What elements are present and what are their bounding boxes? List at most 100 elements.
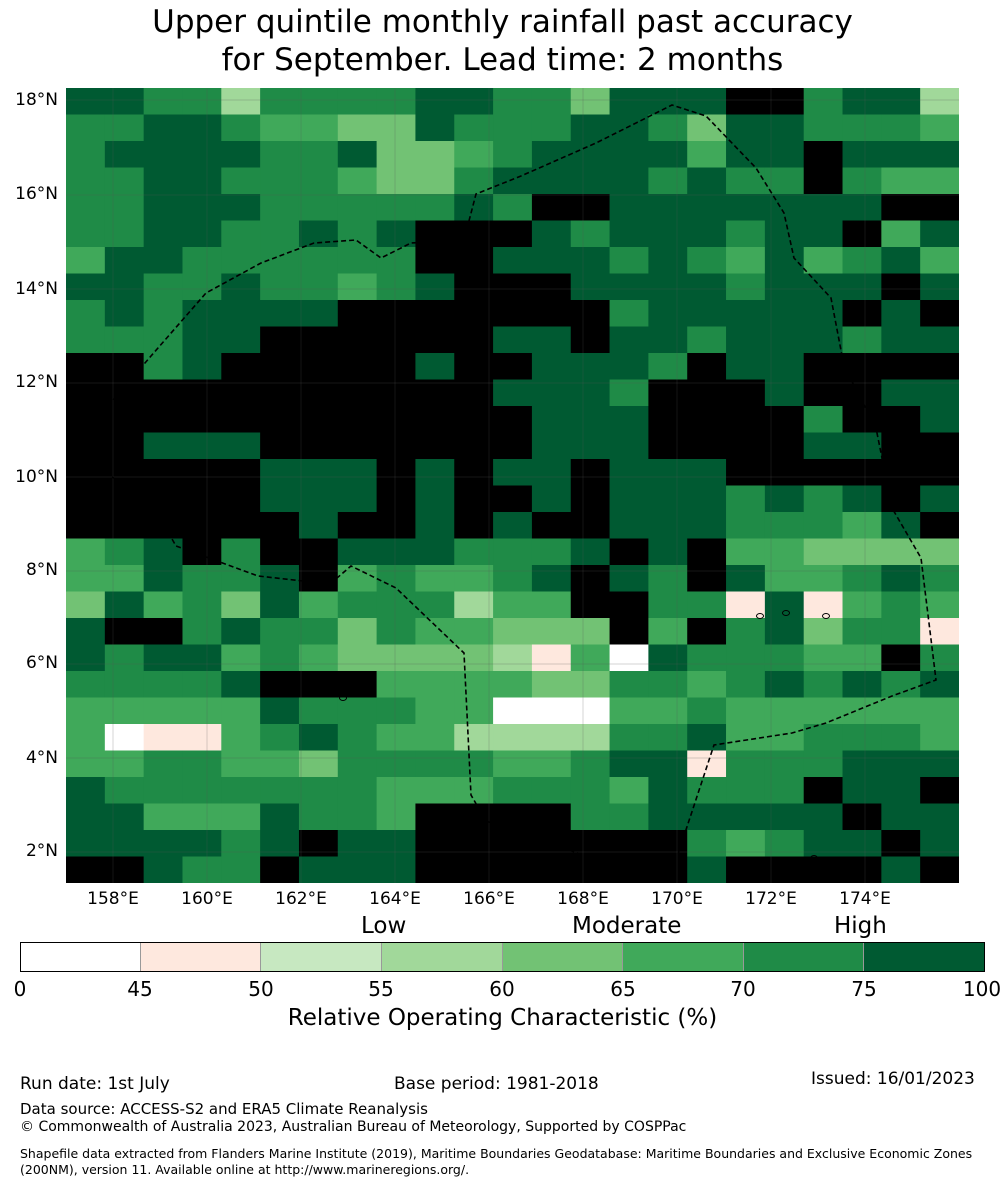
map-grid-cell — [842, 432, 882, 460]
map-grid-cell — [66, 512, 106, 540]
map-grid-cell — [764, 618, 805, 646]
map-grid-cell — [609, 697, 649, 725]
colorbar — [20, 942, 985, 972]
colorbar-segment — [381, 942, 503, 972]
map-grid-cell — [298, 167, 339, 195]
map-grid-cell — [415, 485, 455, 513]
map-grid-cell — [726, 167, 766, 195]
map-grid-cell — [454, 432, 494, 460]
map-grid-cell — [66, 194, 106, 222]
map-grid-cell — [260, 777, 300, 805]
lon-tick-label: 166°E — [463, 889, 515, 909]
map-grid-cell — [920, 379, 959, 407]
map-grid-cell — [493, 326, 533, 354]
map-grid-cell — [493, 432, 533, 460]
map-grid-cell — [66, 803, 106, 831]
map-grid-cell — [376, 326, 417, 354]
map-grid-cell — [570, 326, 611, 354]
map-grid-cell — [842, 194, 882, 222]
map-grid-cell — [531, 379, 572, 407]
map-grid-cell — [376, 379, 417, 407]
map-grid-cell — [221, 141, 261, 169]
map-grid-cell — [260, 697, 300, 725]
map-grid-cell — [687, 220, 727, 248]
map-grid-cell — [920, 538, 959, 566]
map-grid-cell — [298, 141, 339, 169]
map-grid-cell — [298, 856, 339, 883]
colorbar-tick-label: 55 — [368, 977, 394, 1001]
map-grid-cell — [376, 247, 417, 275]
map-grid-cell — [415, 856, 455, 883]
map-grid-cell — [221, 300, 261, 328]
map-grid-cell — [337, 803, 378, 831]
map-grid-cell — [570, 432, 611, 460]
map-grid-cell — [609, 777, 649, 805]
map-grid-cell — [687, 618, 727, 646]
map-grid-cell — [648, 88, 688, 116]
map-grid-cell — [570, 379, 611, 407]
map-grid-cell — [920, 671, 959, 699]
map-grid-cell — [531, 300, 572, 328]
map-grid-cell — [803, 220, 844, 248]
map-grid-cell — [842, 591, 882, 619]
map-grid-cell — [454, 671, 494, 699]
colorbar-segment — [502, 942, 624, 972]
map-grid-cell — [726, 273, 766, 301]
map-grid-cell — [415, 618, 455, 646]
map-grid-cell — [687, 538, 727, 566]
map-grid-cell — [764, 194, 805, 222]
map-grid-cell — [337, 830, 378, 858]
map-grid-cell — [66, 141, 106, 169]
map-grid-cell — [337, 750, 378, 778]
map-grid-cell — [337, 644, 378, 672]
map-grid-cell — [570, 671, 611, 699]
map-grid-cell — [881, 194, 921, 222]
map-grid-cell — [764, 644, 805, 672]
map-grid-cell — [298, 538, 339, 566]
map-grid-cell — [531, 273, 572, 301]
map-grid-cell — [726, 114, 766, 142]
island-outline — [822, 613, 830, 619]
map-grid-cell — [182, 459, 222, 487]
map-grid-cell — [609, 830, 649, 858]
map-grid-cell — [337, 326, 378, 354]
map-grid-cell — [803, 353, 844, 381]
map-grid-cell — [803, 856, 844, 883]
map-grid-cell — [337, 194, 378, 222]
map-grid-cell — [764, 432, 805, 460]
map-grid-cell — [415, 591, 455, 619]
map-grid-cell — [570, 724, 611, 752]
map-grid-cell — [570, 697, 611, 725]
map-grid-cell — [570, 777, 611, 805]
map-grid-cell — [764, 565, 805, 593]
map-grid-cell — [531, 591, 572, 619]
map-grid-cell — [881, 88, 921, 116]
map-grid-cell — [66, 379, 106, 407]
map-grid-cell — [803, 88, 844, 116]
map-grid-cell — [182, 671, 222, 699]
map-grid-cell — [221, 353, 261, 381]
map-grid-cell — [920, 724, 959, 752]
map-grid-cell — [609, 379, 649, 407]
map-grid-cell — [609, 512, 649, 540]
map-grid-cell — [66, 406, 106, 434]
map-grid-cell — [842, 777, 882, 805]
map-grid-cell — [143, 300, 184, 328]
lat-tick-label: 12°N — [15, 372, 58, 392]
map-grid-cell — [726, 247, 766, 275]
map-grid-cell — [687, 194, 727, 222]
map-grid-cell — [260, 538, 300, 566]
map-grid-cell — [570, 220, 611, 248]
map-grid-cell — [298, 644, 339, 672]
map-grid-cell — [687, 671, 727, 699]
colorbar-segment — [864, 942, 985, 972]
map-grid-cell — [570, 750, 611, 778]
lon-tick-label: 172°E — [745, 889, 797, 909]
map-grid-cell — [454, 406, 494, 434]
map-grid-cell — [920, 167, 959, 195]
map-grid-cell — [182, 194, 222, 222]
issued-date: Issued: 16/01/2023 — [811, 1069, 975, 1089]
map-grid-cell — [493, 671, 533, 699]
map-grid-cell — [337, 353, 378, 381]
map-grid-cell — [881, 247, 921, 275]
